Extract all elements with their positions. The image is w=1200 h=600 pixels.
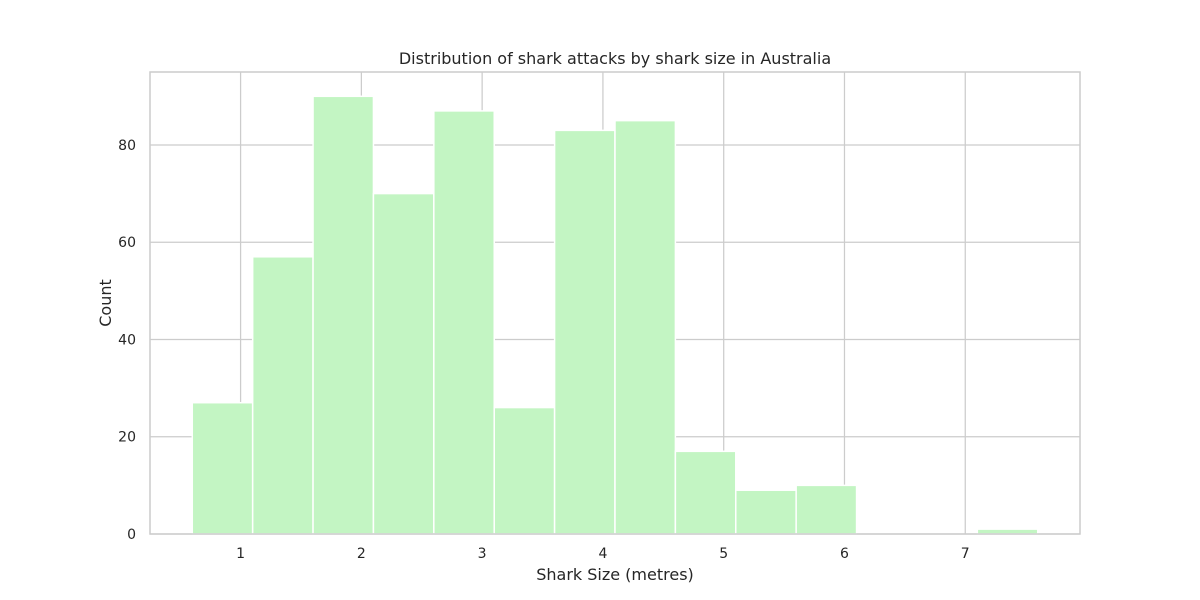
histogram-bar [433, 110, 495, 535]
histogram-bar [553, 129, 616, 535]
x-tick-labels: 1 2 3 4 5 6 7 [236, 546, 970, 562]
histogram-bar [735, 489, 797, 535]
plot-frame [149, 71, 1081, 535]
x-tick-label: 1 [236, 546, 245, 562]
histogram-bar [795, 484, 858, 535]
x-tick-label: 3 [478, 546, 487, 562]
histogram-bar [251, 256, 314, 535]
histogram-bar [312, 95, 375, 535]
histogram-bar [493, 406, 556, 535]
histogram-bar [614, 119, 677, 535]
y-tick-label: 60 [118, 235, 136, 251]
y-axis-label: Count [96, 279, 115, 327]
x-tick-label: 2 [357, 546, 366, 562]
x-tick-label: 4 [598, 546, 607, 562]
y-tick-labels: 0 20 40 60 80 [118, 138, 136, 543]
y-tick-label: 0 [127, 527, 136, 543]
histogram-bar [372, 192, 435, 535]
x-tick-label: 5 [719, 546, 728, 562]
x-tick-label: 6 [840, 546, 849, 562]
x-tick-label: 7 [961, 546, 970, 562]
histogram-bar [674, 450, 737, 535]
y-tick-label: 80 [118, 138, 136, 154]
x-axis-label: Shark Size (metres) [536, 565, 694, 584]
y-tick-label: 20 [118, 430, 136, 446]
y-tick-label: 40 [118, 332, 136, 348]
histogram-bar [191, 401, 254, 535]
chart-title: Distribution of shark attacks by shark s… [399, 49, 831, 68]
bar-series [191, 95, 1039, 535]
